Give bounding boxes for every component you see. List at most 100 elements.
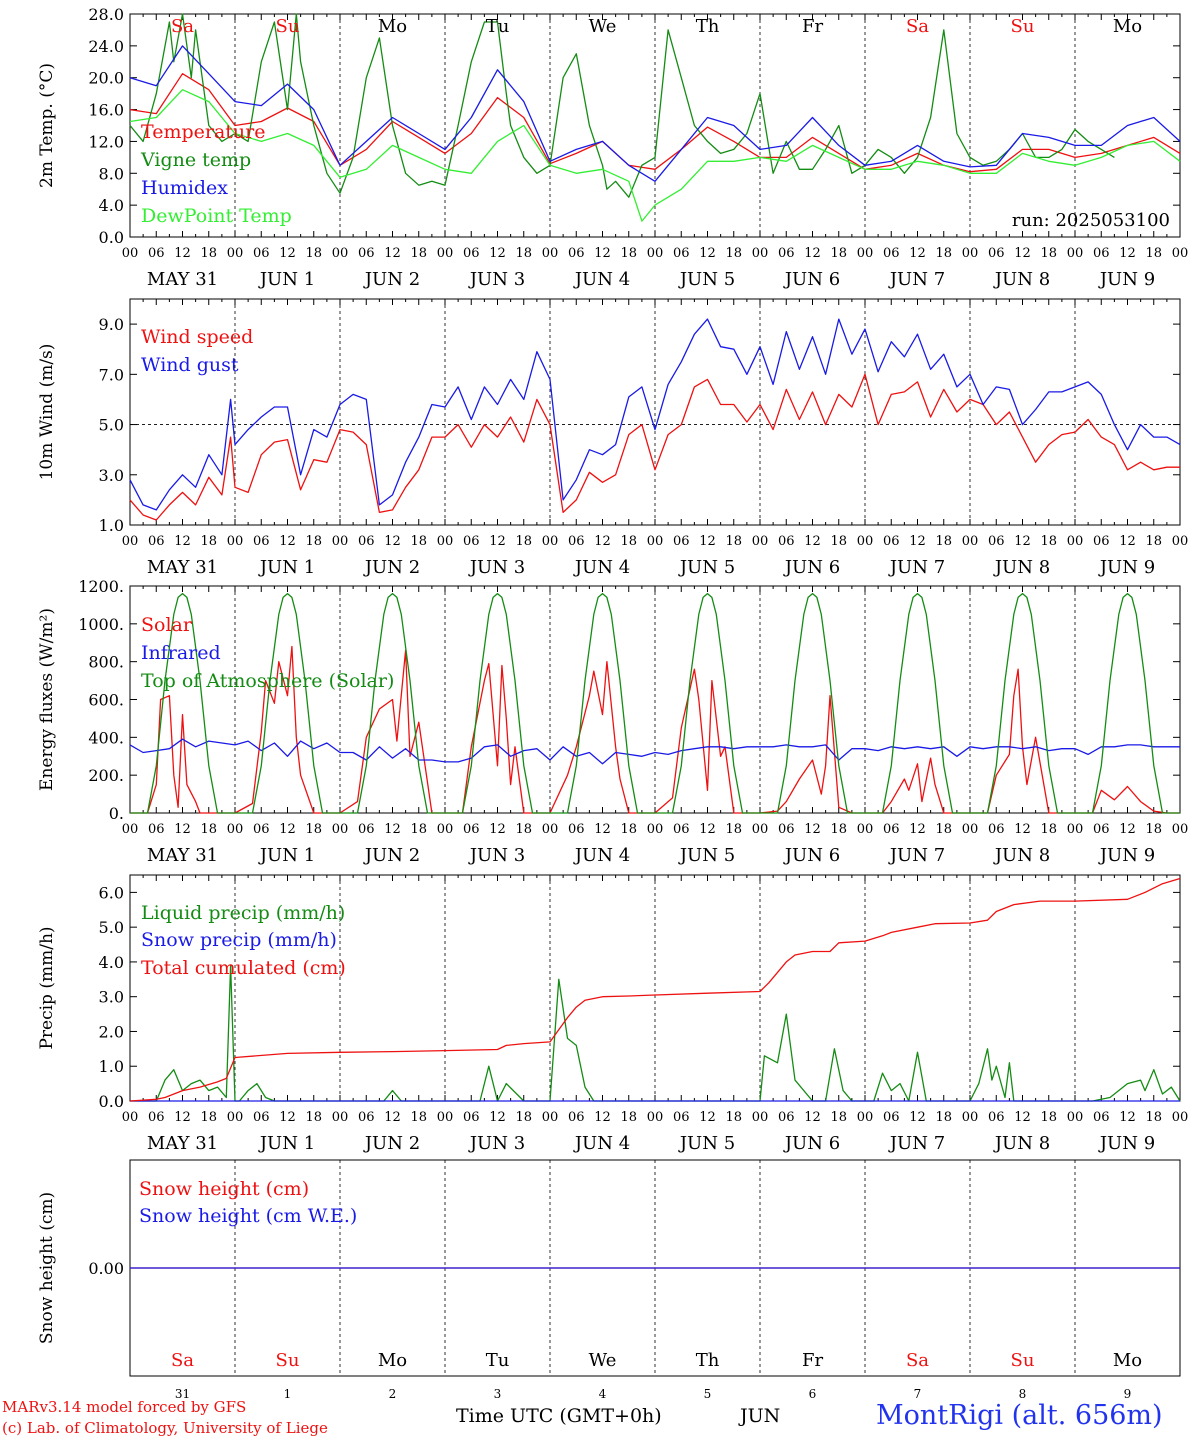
station-name: MontRigi (alt. 656m) bbox=[876, 1400, 1163, 1431]
legend-entry: DewPoint Temp bbox=[141, 205, 292, 227]
hour-tick-label: 12 bbox=[1014, 822, 1031, 837]
model-credit: MARv3.14 model forced by GFS bbox=[2, 1398, 247, 1416]
hour-tick-label: 06 bbox=[673, 534, 690, 549]
legend-entry: Solar bbox=[141, 614, 193, 636]
date-tick-label: MAY 31 bbox=[147, 1133, 218, 1154]
date-tick-label: MAY 31 bbox=[147, 269, 218, 290]
hour-tick-label: 12 bbox=[909, 822, 926, 837]
panel-1 bbox=[129, 13, 1181, 238]
hour-tick-label: 18 bbox=[410, 822, 427, 837]
y-tick-label: 2.0 bbox=[99, 1022, 124, 1041]
hour-tick-label: 12 bbox=[909, 1110, 926, 1125]
hour-tick-label: 00 bbox=[647, 1110, 664, 1125]
weekday-label: Mo bbox=[1113, 16, 1142, 37]
hour-tick-label: 06 bbox=[778, 1110, 795, 1125]
hour-tick-label: 18 bbox=[1145, 246, 1162, 261]
hour-tick-label: 12 bbox=[384, 822, 401, 837]
hour-tick-label: 00 bbox=[1172, 1110, 1189, 1125]
series-line-vigne-temp bbox=[129, 13, 1115, 198]
hour-tick-label: 12 bbox=[699, 1110, 716, 1125]
hour-tick-label: 18 bbox=[935, 1110, 952, 1125]
hour-tick-label: 00 bbox=[857, 246, 874, 261]
date-tick-label: MAY 31 bbox=[147, 845, 218, 866]
legend-entry: Snow precip (mm/h) bbox=[141, 929, 337, 951]
hour-tick-label: 06 bbox=[988, 1110, 1005, 1125]
hour-tick-label: 12 bbox=[1119, 822, 1136, 837]
date-tick-label: JUN 7 bbox=[888, 845, 945, 866]
hour-tick-label: 12 bbox=[384, 534, 401, 549]
hour-tick-label: 12 bbox=[1014, 246, 1031, 261]
hour-tick-label: 06 bbox=[253, 822, 270, 837]
hour-tick-label: 18 bbox=[935, 534, 952, 549]
hour-tick-label: 00 bbox=[437, 822, 454, 837]
y-tick-label: 6.0 bbox=[99, 883, 124, 902]
hour-tick-label: 00 bbox=[437, 1110, 454, 1125]
hour-tick-label: 06 bbox=[148, 246, 165, 261]
hour-tick-label: 18 bbox=[935, 822, 952, 837]
date-tick-label: JUN 5 bbox=[678, 1133, 735, 1154]
y-tick-label: 5.0 bbox=[99, 416, 124, 435]
y-axis-label: Precip (mm/h) bbox=[37, 926, 57, 1049]
hour-tick-label: 18 bbox=[1040, 822, 1057, 837]
date-tick-label: JUN 3 bbox=[468, 557, 525, 578]
y-tick-label: 9.0 bbox=[99, 315, 124, 334]
hour-tick-label: 12 bbox=[384, 1110, 401, 1125]
hour-tick-label: 00 bbox=[1067, 822, 1084, 837]
hour-tick-label: 06 bbox=[883, 246, 900, 261]
hour-tick-label: 00 bbox=[122, 534, 139, 549]
hour-tick-label: 00 bbox=[647, 246, 664, 261]
month-label: JUN bbox=[740, 1405, 781, 1427]
date-tick-label: JUN 6 bbox=[783, 845, 840, 866]
hour-tick-label: 06 bbox=[1093, 822, 1110, 837]
day-number-label: 1 bbox=[284, 1387, 292, 1401]
day-number-label: 9 bbox=[1124, 1387, 1132, 1401]
hour-tick-label: 12 bbox=[1014, 534, 1031, 549]
hour-tick-label: 06 bbox=[1093, 534, 1110, 549]
legend-entry: Infrared bbox=[141, 642, 221, 664]
hour-tick-label: 12 bbox=[174, 534, 191, 549]
y-tick-label: 800. bbox=[88, 653, 124, 672]
hour-tick-label: 12 bbox=[804, 822, 821, 837]
hour-tick-label: 12 bbox=[804, 534, 821, 549]
hour-tick-label: 12 bbox=[594, 822, 611, 837]
series-line-total-cumulated-cm- bbox=[129, 877, 1181, 1102]
hour-tick-label: 06 bbox=[358, 534, 375, 549]
hour-tick-label: 18 bbox=[410, 534, 427, 549]
hour-tick-label: 12 bbox=[279, 534, 296, 549]
hour-tick-label: 06 bbox=[568, 246, 585, 261]
date-tick-label: JUN 1 bbox=[258, 269, 315, 290]
hour-tick-label: 00 bbox=[1172, 822, 1189, 837]
hour-tick-label: 18 bbox=[200, 822, 217, 837]
hour-tick-label: 06 bbox=[1093, 246, 1110, 261]
hour-tick-label: 12 bbox=[909, 246, 926, 261]
hour-tick-label: 00 bbox=[752, 534, 769, 549]
hour-tick-label: 06 bbox=[148, 822, 165, 837]
hour-tick-label: 12 bbox=[594, 1110, 611, 1125]
hour-tick-label: 18 bbox=[1145, 1110, 1162, 1125]
hour-tick-label: 00 bbox=[752, 246, 769, 261]
hour-tick-label: 00 bbox=[962, 246, 979, 261]
series-line-infrared bbox=[129, 738, 1180, 765]
hour-tick-label: 12 bbox=[804, 246, 821, 261]
hour-tick-label: 06 bbox=[463, 534, 480, 549]
hour-tick-label: 06 bbox=[463, 1110, 480, 1125]
hour-tick-label: 00 bbox=[1172, 246, 1189, 261]
legend-entry: Snow height (cm W.E.) bbox=[139, 1205, 357, 1227]
hour-tick-label: 06 bbox=[673, 822, 690, 837]
legend-entry: Wind gust bbox=[141, 354, 239, 376]
hour-tick-label: 00 bbox=[857, 822, 874, 837]
date-tick-label: JUN 4 bbox=[573, 1133, 630, 1154]
hour-tick-label: 00 bbox=[962, 1110, 979, 1125]
hour-tick-label: 18 bbox=[1040, 1110, 1057, 1125]
hour-tick-label: 06 bbox=[988, 246, 1005, 261]
day-number-label: 5 bbox=[704, 1387, 712, 1401]
hour-tick-label: 06 bbox=[1093, 1110, 1110, 1125]
date-tick-label: JUN 5 bbox=[678, 269, 735, 290]
day-number-label: 3 bbox=[494, 1387, 502, 1401]
weekday-label: Su bbox=[1011, 16, 1035, 37]
series-line-humidex bbox=[129, 45, 1181, 182]
weekday-label: Tu bbox=[486, 1350, 510, 1371]
hour-tick-label: 12 bbox=[174, 246, 191, 261]
hour-tick-label: 00 bbox=[437, 534, 454, 549]
legend-entry: Snow height (cm) bbox=[139, 1178, 309, 1200]
